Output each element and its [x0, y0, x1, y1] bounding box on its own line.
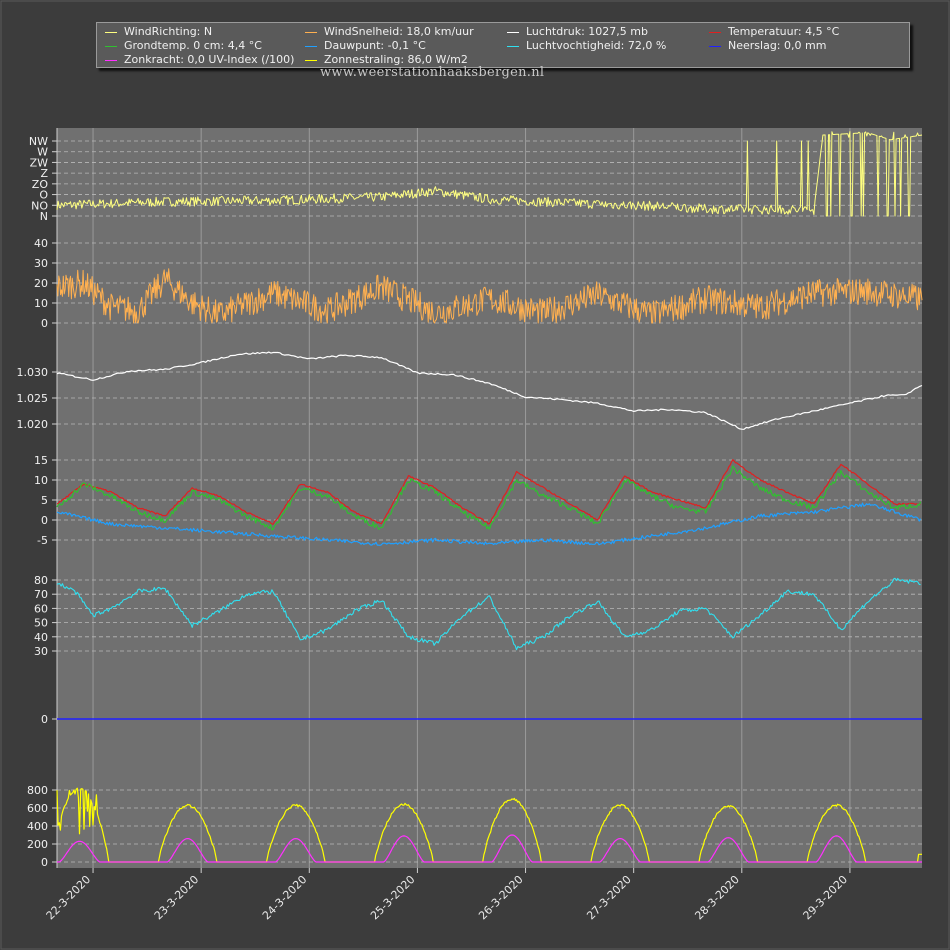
y-tick-label: 40	[34, 237, 48, 250]
y-tick-label: 0	[41, 713, 48, 726]
legend-item: Dauwpunt: -0,1 °C	[305, 39, 426, 52]
legend-label: Dauwpunt: -0,1 °C	[324, 39, 426, 52]
legend-swatch	[105, 31, 117, 33]
legend-swatch	[105, 59, 117, 61]
watermark: www.weerstationhaaksbergen.nl	[320, 65, 545, 80]
series-dauwpunt	[56, 502, 922, 546]
legend-label: Luchtvochtigheid: 72,0 %	[526, 39, 667, 52]
y-tick-label: 20	[34, 277, 48, 290]
y-tick-label: 40	[34, 631, 48, 644]
legend-item: WindRichting: N	[105, 25, 212, 38]
y-tick-label: Z	[40, 167, 48, 180]
series-windrichting	[56, 131, 923, 217]
legend-item: Luchtdruk: 1027,5 mb	[507, 25, 648, 38]
series-luchtvochtigheid	[56, 577, 921, 651]
legend-label: Grondtemp. 0 cm: 4,4 °C	[124, 39, 262, 52]
legend-label: Temperatuur: 4,5 °C	[728, 25, 840, 38]
y-tick-label: 200	[27, 838, 48, 851]
y-tick-label: 10	[34, 297, 48, 310]
legend-swatch	[305, 59, 317, 61]
legend-swatch	[305, 45, 317, 47]
y-tick-label: 1.020	[17, 418, 49, 431]
legend-item: Temperatuur: 4,5 °C	[709, 25, 839, 38]
y-tick-label: -5	[37, 534, 48, 547]
legend-swatch	[709, 45, 721, 47]
y-tick-label: O	[39, 189, 48, 202]
legend-item: Zonnestraling: 86,0 W/m2	[305, 53, 468, 66]
y-tick-label: 0	[41, 514, 48, 527]
series-luchtdruk	[56, 351, 923, 430]
y-tick-label: 400	[27, 820, 48, 833]
y-tick-label: 70	[34, 588, 48, 601]
series-windsnelheid	[56, 268, 923, 324]
series-zonkracht	[57, 834, 922, 863]
y-tick-label: 1.030	[17, 366, 49, 379]
y-tick-label: NO	[31, 199, 48, 212]
y-tick-label: ZO	[32, 178, 49, 191]
y-tick-label: 5	[41, 494, 48, 507]
data-series	[56, 131, 923, 863]
y-tick-label: 15	[34, 454, 48, 467]
legend-item: Zonkracht: 0,0 UV-Index (/100)	[105, 53, 294, 66]
y-tick-label: 10	[34, 474, 48, 487]
y-tick-label: 0	[41, 856, 48, 869]
legend-label: Neerslag: 0,0 mm	[728, 39, 827, 52]
y-tick-label: 50	[34, 617, 48, 630]
y-tick-label: 80	[34, 574, 48, 587]
legend: WindRichting: N WindSnelheid: 18,0 km/uur…	[96, 22, 910, 68]
legend-swatch	[105, 45, 117, 47]
legend-item: Grondtemp. 0 cm: 4,4 °C	[105, 39, 262, 52]
legend-swatch	[709, 31, 721, 33]
y-tick-label: NW	[29, 135, 48, 148]
y-tick-label: ZW	[30, 156, 49, 169]
legend-swatch	[507, 45, 519, 47]
legend-item: Neerslag: 0,0 mm	[709, 39, 826, 52]
legend-swatch	[507, 31, 519, 33]
y-tick-label: 0	[41, 317, 48, 330]
legend-swatch	[305, 31, 317, 33]
y-tick-label: 60	[34, 602, 48, 615]
legend-label: WindRichting: N	[124, 25, 213, 38]
series-grondtemp	[56, 465, 922, 531]
series-temperatuur	[56, 459, 921, 525]
y-tick-label: 30	[34, 257, 48, 270]
y-tick-label: 600	[27, 802, 48, 815]
legend-label: WindSnelheid: 18,0 km/uur	[324, 25, 474, 38]
legend-item: WindSnelheid: 18,0 km/uur	[305, 25, 474, 38]
legend-label: Zonkracht: 0,0 UV-Index (/100)	[124, 53, 295, 66]
legend-item: Luchtvochtigheid: 72,0 %	[507, 39, 666, 52]
legend-label: Luchtdruk: 1027,5 mb	[526, 25, 648, 38]
y-tick-label: 30	[34, 645, 48, 658]
legend-label: Zonnestraling: 86,0 W/m2	[324, 53, 468, 66]
y-tick-label: W	[37, 146, 48, 159]
y-tick-label: 1.025	[17, 392, 49, 405]
y-tick-label: N	[40, 210, 48, 223]
grid-lines	[57, 128, 922, 868]
y-tick-label: 800	[27, 784, 48, 797]
